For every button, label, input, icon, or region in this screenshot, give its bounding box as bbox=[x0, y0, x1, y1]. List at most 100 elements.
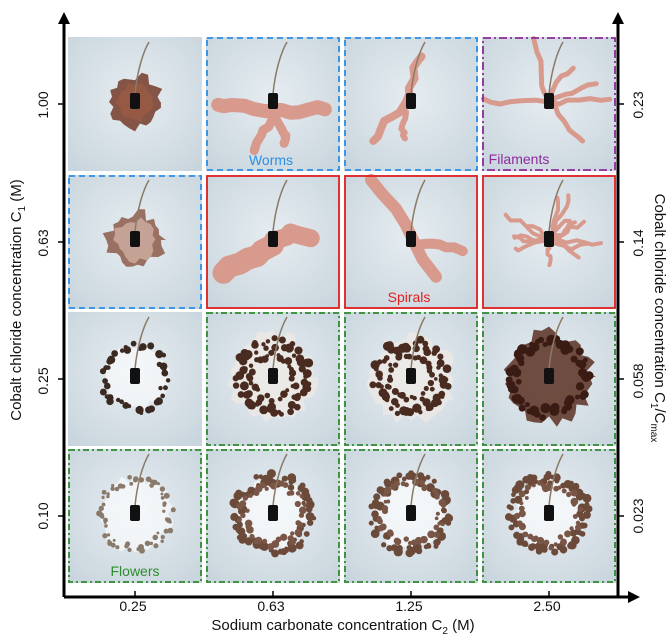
pattern-speck bbox=[294, 528, 303, 537]
pattern-speck bbox=[420, 391, 426, 396]
pattern-speck bbox=[268, 349, 275, 356]
pattern-speck bbox=[440, 507, 446, 513]
pattern-speck bbox=[575, 492, 584, 501]
pattern-speck bbox=[162, 385, 168, 391]
sample-tile bbox=[68, 175, 202, 309]
pattern-speck bbox=[440, 394, 445, 399]
pattern-speck bbox=[512, 393, 523, 404]
pattern-worm bbox=[547, 236, 603, 247]
pattern-speck bbox=[135, 405, 144, 415]
pattern-speck bbox=[429, 371, 435, 378]
pattern-speck bbox=[369, 381, 377, 389]
pattern-speck bbox=[168, 520, 172, 524]
pattern-speck bbox=[508, 524, 515, 531]
injection-tube bbox=[410, 179, 426, 233]
pattern-speck bbox=[381, 542, 387, 548]
pattern-speck bbox=[260, 482, 267, 489]
pattern-speck bbox=[579, 392, 587, 400]
pattern-worm bbox=[547, 238, 589, 252]
pattern-speck bbox=[277, 548, 284, 555]
pattern-speck bbox=[163, 528, 169, 534]
pattern-worm bbox=[480, 96, 552, 107]
y-right-tick-label: 0.14 bbox=[630, 229, 646, 257]
pattern-speck bbox=[438, 375, 448, 385]
injection-tube bbox=[548, 179, 564, 233]
injection-nozzle bbox=[406, 93, 416, 109]
pattern-speck bbox=[388, 367, 395, 373]
regime-border-worms bbox=[68, 175, 202, 309]
pattern-speck bbox=[104, 394, 110, 399]
pattern-speck bbox=[96, 510, 103, 517]
y-right-tick-label: 0.058 bbox=[630, 363, 646, 399]
pattern-speck bbox=[106, 495, 110, 499]
pattern-speck bbox=[576, 510, 584, 518]
pattern-speck bbox=[405, 345, 412, 351]
pattern-speck bbox=[156, 482, 160, 486]
sample-tile bbox=[68, 449, 202, 583]
pattern-speck bbox=[561, 488, 567, 494]
pattern-speck bbox=[379, 523, 387, 531]
injection-nozzle bbox=[544, 231, 554, 247]
pattern-speck bbox=[252, 340, 258, 346]
pattern-speck bbox=[393, 537, 401, 545]
y-right-tick-label: 0.023 bbox=[630, 498, 646, 534]
pattern-speck bbox=[160, 492, 164, 496]
pattern-speck bbox=[386, 499, 391, 504]
pattern-speck bbox=[383, 486, 392, 495]
pattern-speck bbox=[153, 399, 161, 406]
pattern-speck bbox=[377, 359, 383, 365]
pattern-speck bbox=[407, 540, 413, 546]
pattern-speck bbox=[259, 405, 269, 415]
injection-nozzle bbox=[406, 368, 416, 384]
pattern-speck bbox=[305, 505, 313, 513]
pattern-speck bbox=[505, 376, 513, 384]
pattern-speck bbox=[253, 539, 258, 545]
injection-tube bbox=[134, 41, 150, 95]
regime-label-filaments: Filaments bbox=[488, 151, 550, 167]
pattern-worm bbox=[266, 100, 332, 120]
pattern-speck bbox=[529, 543, 537, 550]
pattern-speck bbox=[265, 339, 271, 344]
pattern-speck bbox=[294, 346, 303, 355]
pattern-speck bbox=[230, 512, 239, 521]
pattern-speck bbox=[291, 394, 297, 400]
pattern-speck bbox=[129, 481, 134, 486]
pattern-speck bbox=[101, 495, 105, 499]
pattern-speck bbox=[261, 342, 266, 347]
pattern-speck bbox=[289, 341, 296, 347]
injection-tube bbox=[410, 453, 426, 507]
pattern-worm bbox=[546, 96, 613, 107]
pattern-speck bbox=[575, 520, 581, 526]
pattern-speck bbox=[419, 396, 425, 402]
sample-tile bbox=[480, 36, 616, 171]
pattern-speck bbox=[423, 348, 432, 357]
pattern-speck bbox=[583, 511, 591, 519]
pattern-speck bbox=[429, 386, 435, 392]
pattern-speck bbox=[262, 538, 268, 544]
pattern-speck bbox=[305, 512, 315, 521]
pattern-speck bbox=[539, 414, 546, 421]
pattern-speck bbox=[571, 501, 577, 507]
pattern-speck bbox=[114, 486, 120, 492]
pattern-speck bbox=[390, 544, 398, 552]
pattern-speck bbox=[254, 350, 259, 355]
pattern-speck bbox=[110, 483, 115, 488]
pattern-speck bbox=[577, 530, 583, 536]
sample-tile bbox=[344, 174, 478, 309]
pattern-worm bbox=[369, 98, 410, 145]
pattern-worm bbox=[531, 36, 552, 105]
pattern-speck bbox=[288, 369, 297, 377]
pattern-speck bbox=[159, 486, 166, 492]
pattern-speck bbox=[434, 494, 440, 500]
pattern-speck bbox=[567, 540, 577, 550]
pattern-speck bbox=[160, 496, 165, 500]
pattern-speck bbox=[240, 512, 246, 519]
pattern-speck bbox=[307, 519, 314, 526]
injection-tube bbox=[272, 453, 288, 507]
pattern-speck bbox=[546, 339, 553, 346]
pattern-speck bbox=[290, 531, 295, 536]
pattern-speck bbox=[442, 364, 452, 373]
regime-label-worms: Worms bbox=[248, 152, 294, 168]
pattern-speck bbox=[144, 540, 151, 547]
pattern-speck bbox=[394, 410, 401, 417]
